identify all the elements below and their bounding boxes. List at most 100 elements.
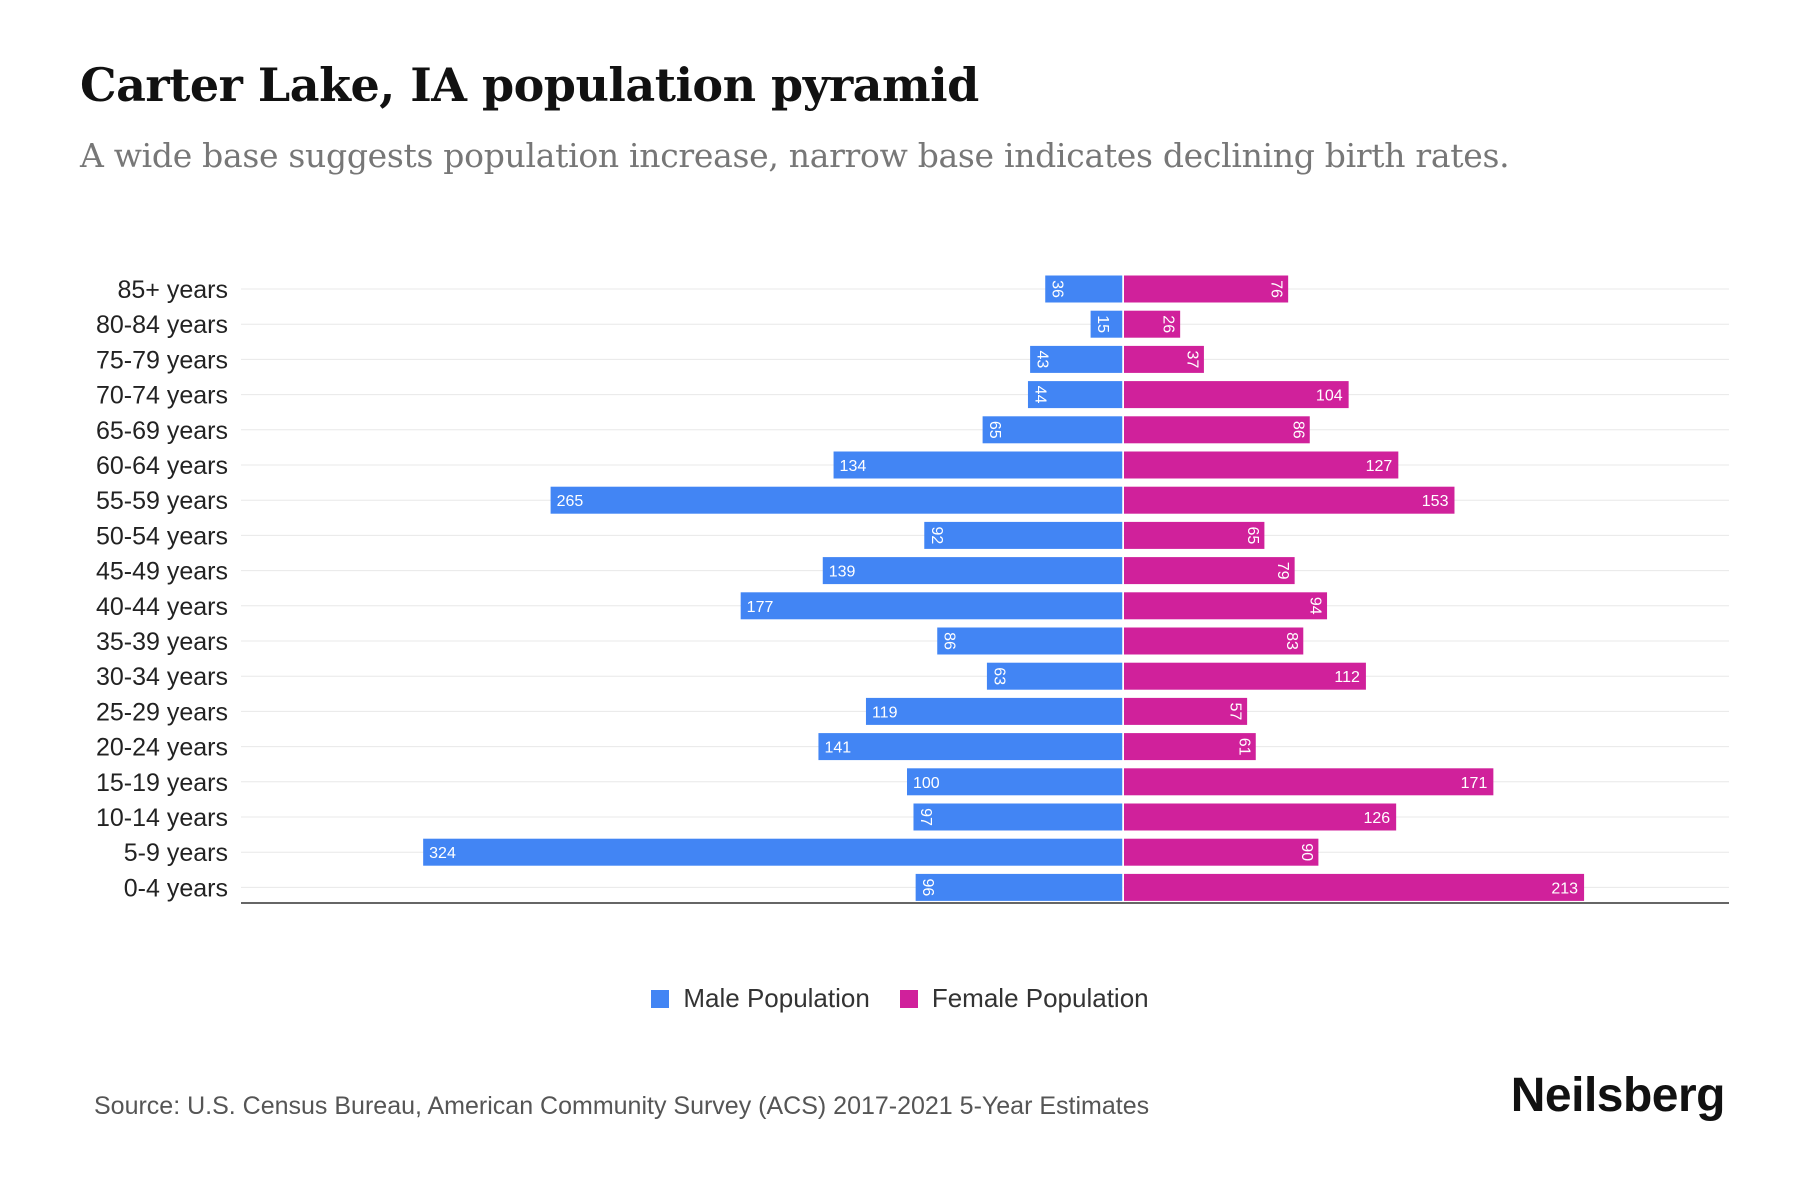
bar-female[interactable] [1124,275,1289,303]
data-label-male: 43 [1034,351,1051,369]
data-label-female: 37 [1183,351,1200,369]
data-label-male: 15 [1094,315,1111,333]
bar-female[interactable] [1124,592,1328,620]
y-tick-label: 0-4 years [124,874,228,902]
data-label-male: 36 [1049,280,1066,298]
legend-swatch-female [899,989,918,1008]
bar-male[interactable] [865,697,1123,725]
y-tick-label: 65-69 years [96,417,228,445]
bar-female[interactable] [1124,803,1397,831]
bar-female[interactable] [1124,627,1304,655]
bar-female[interactable] [1124,486,1455,514]
legend: Male Population Female Population [0,983,1800,1014]
bar-male[interactable] [907,768,1123,796]
chart-title: Carter Lake, IA population pyramid [80,58,979,112]
y-tick-label: 35-39 years [96,628,228,656]
data-label-female: 57 [1227,703,1244,721]
data-label-male: 63 [990,667,1007,685]
bar-male[interactable] [1027,381,1123,409]
legend-swatch-male [651,989,670,1008]
chart-subtitle: A wide base suggests population increase… [80,136,1510,175]
bar-male[interactable] [1090,310,1123,338]
legend-label-female: Female Population [931,983,1149,1013]
brand-logo: Neilsberg [1510,1069,1726,1122]
data-label-female: 26 [1160,315,1177,333]
y-tick-label: 55-59 years [96,487,228,515]
y-tick-label: 70-74 years [96,382,228,410]
y-tick-label: 25-29 years [96,698,228,726]
bar-female[interactable] [1124,381,1349,409]
bar-male[interactable] [833,451,1123,479]
bar-male[interactable] [818,733,1123,761]
bar-male[interactable] [1030,345,1123,373]
population-pyramid-chart: 85+ years 36 76 80-84 years 15 26 75-79 years 4… [95,275,1729,904]
bar-male[interactable] [1045,275,1123,303]
data-label-female: 171 [1461,775,1488,792]
y-tick-label: 50-54 years [96,522,228,550]
data-label-male: 100 [913,775,940,792]
data-label-female: 83 [1283,632,1300,650]
data-label-male: 65 [986,421,1003,439]
y-tick-label: 5-9 years [124,839,228,867]
data-label-female: 94 [1307,597,1324,615]
y-tick-label: 45-49 years [96,558,228,586]
data-label-female: 61 [1235,738,1252,756]
bar-male[interactable] [986,662,1123,690]
data-label-male: 139 [829,564,856,581]
data-label-male: 141 [824,740,851,757]
data-label-male: 96 [919,879,936,897]
bar-female[interactable] [1124,521,1265,549]
data-label-female: 90 [1298,843,1315,861]
bar-female[interactable] [1124,733,1256,761]
data-label-female: 79 [1274,562,1291,580]
source-note: Source: U.S. Census Bureau, American Com… [94,1092,1150,1120]
legend-item-female[interactable]: Female Population [899,983,1149,1014]
y-tick-label: 75-79 years [96,346,228,374]
bar-female[interactable] [1124,662,1366,690]
data-label-female: 104 [1316,388,1343,405]
data-label-female: 153 [1422,493,1449,510]
data-label-female: 112 [1334,669,1360,686]
data-label-male: 177 [747,599,774,616]
bar-male[interactable] [924,521,1123,549]
y-tick-label: 80-84 years [96,311,228,339]
bar-male[interactable] [550,486,1123,514]
bar-female[interactable] [1124,451,1399,479]
bar-female[interactable] [1124,310,1181,338]
y-tick-label: 85+ years [118,276,229,304]
data-label-female: 76 [1268,280,1285,298]
bar-female[interactable] [1124,557,1295,585]
legend-label-male: Male Population [683,983,870,1013]
y-tick-label: 10-14 years [96,804,228,832]
bar-female[interactable] [1124,345,1204,373]
bar-male[interactable] [937,627,1123,655]
bar-male[interactable] [740,592,1123,620]
y-tick-label: 20-24 years [96,734,228,762]
data-label-male: 119 [872,704,898,721]
data-label-male: 86 [941,632,958,650]
y-tick-label: 15-19 years [96,769,228,797]
data-label-male: 265 [557,493,584,510]
bar-male[interactable] [423,838,1123,866]
data-label-male: 324 [429,845,456,862]
data-label-male: 134 [840,458,867,475]
bar-male[interactable] [982,416,1123,444]
data-label-female: 126 [1363,810,1390,827]
data-label-male: 92 [928,527,945,545]
data-label-female: 127 [1366,458,1393,475]
bar-female[interactable] [1124,697,1248,725]
data-label-female: 213 [1551,880,1578,897]
y-tick-label: 60-64 years [96,452,228,480]
data-label-male: 97 [917,808,934,826]
bar-male[interactable] [822,557,1123,585]
data-label-female: 65 [1244,527,1261,545]
bar-female[interactable] [1124,873,1585,901]
data-label-male: 44 [1031,386,1048,404]
y-tick-label: 30-34 years [96,663,228,691]
bar-female[interactable] [1124,768,1494,796]
legend-item-male[interactable]: Male Population [651,983,870,1014]
bar-male[interactable] [915,873,1123,901]
bar-male[interactable] [913,803,1123,831]
bar-female[interactable] [1124,838,1319,866]
bar-female[interactable] [1124,416,1310,444]
